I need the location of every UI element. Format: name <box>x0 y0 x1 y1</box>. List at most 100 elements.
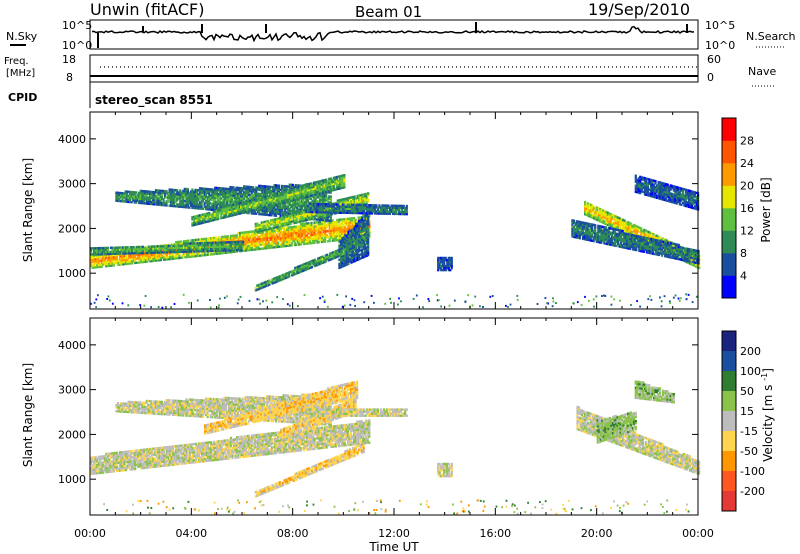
power-cell <box>199 246 202 249</box>
power-cell <box>186 204 189 207</box>
power-cell <box>263 239 266 242</box>
power-cell <box>270 238 274 241</box>
power-cell <box>90 249 93 252</box>
power-cell <box>138 249 141 253</box>
power-cell <box>234 248 237 251</box>
power-cell <box>313 229 316 232</box>
power-cell <box>342 232 345 235</box>
power-cell <box>249 230 252 233</box>
power-cell <box>281 239 284 242</box>
power-cell <box>208 245 211 249</box>
power-cell <box>257 243 260 247</box>
power-cell <box>206 189 209 193</box>
power-cell <box>109 256 112 259</box>
power-cell <box>267 213 270 217</box>
power-cell <box>201 240 204 243</box>
power-cell <box>143 250 146 253</box>
power-cell <box>232 194 235 197</box>
power-cell <box>172 257 175 260</box>
power-cell <box>272 240 275 243</box>
power-cell <box>102 255 105 258</box>
power-cell <box>319 220 322 224</box>
power-cell <box>191 244 194 247</box>
power-cell <box>234 238 237 241</box>
power-cell <box>191 200 194 203</box>
power-cell <box>178 246 181 249</box>
power-cell <box>275 235 278 239</box>
power-cell <box>94 253 97 256</box>
power-cell <box>285 205 288 208</box>
power-cell <box>313 221 316 224</box>
power-cell <box>211 249 214 253</box>
power-cell <box>171 194 174 198</box>
power-cell <box>119 191 123 195</box>
power-cell <box>156 257 160 260</box>
power-cell <box>149 247 152 250</box>
power-cell <box>258 247 261 251</box>
power-cell <box>246 210 249 213</box>
power-cell <box>91 260 94 263</box>
power-cell <box>158 253 161 256</box>
power-cell <box>246 187 249 190</box>
power-cell <box>202 195 205 198</box>
power-cell <box>189 192 192 195</box>
power-cell <box>234 247 237 250</box>
power-cell <box>164 204 167 207</box>
power-cell <box>126 256 129 259</box>
power-cell <box>299 202 302 205</box>
power-cell <box>93 258 96 261</box>
power-cell <box>118 263 122 266</box>
power-cell <box>150 251 153 254</box>
power-cell <box>214 194 217 198</box>
power-cell <box>124 194 127 197</box>
power-cell <box>266 246 269 250</box>
power-cell <box>188 246 191 249</box>
power-cell <box>289 228 292 231</box>
power-cell <box>277 229 280 232</box>
power-cell <box>142 192 145 195</box>
power-cell <box>177 197 180 200</box>
power-cell <box>318 231 321 234</box>
power-cell <box>280 239 283 242</box>
power-cell <box>211 196 214 199</box>
power-cell <box>208 249 211 253</box>
power-cell <box>141 258 144 262</box>
power-cell <box>240 187 243 190</box>
power-cell <box>259 186 262 190</box>
power-cell <box>164 251 167 254</box>
power-cell <box>186 198 189 201</box>
power-cell <box>131 256 134 259</box>
power-cell <box>291 183 294 187</box>
power-cell <box>287 236 290 239</box>
power-cell <box>294 184 297 187</box>
power-cell <box>203 189 206 192</box>
power-cell <box>261 213 264 216</box>
power-cell <box>201 243 204 247</box>
power-cell <box>279 208 282 212</box>
power-cell <box>203 205 206 209</box>
power-cell <box>221 205 224 208</box>
noise-left-tick-bottom: 10^0 <box>62 39 92 52</box>
power-cell <box>123 252 126 255</box>
power-cell <box>223 235 226 238</box>
power-cell <box>200 195 203 198</box>
power-cell <box>197 197 200 200</box>
power-cell <box>128 256 131 259</box>
power-cell <box>197 195 200 198</box>
power-cell <box>182 199 185 203</box>
power-cell <box>230 196 234 199</box>
power-cell <box>255 194 258 197</box>
power-cell <box>211 236 214 240</box>
power-cell <box>222 237 225 241</box>
power-cell <box>343 203 346 206</box>
power-cell <box>264 230 267 234</box>
power-cell <box>131 246 134 249</box>
power-cell <box>200 189 203 192</box>
power-cell <box>91 258 94 261</box>
power-cell <box>302 224 305 227</box>
power-cell <box>329 195 332 198</box>
power-cell <box>220 207 223 210</box>
power-cell <box>134 261 137 265</box>
power-cell <box>283 228 286 232</box>
power-cell <box>301 232 304 236</box>
